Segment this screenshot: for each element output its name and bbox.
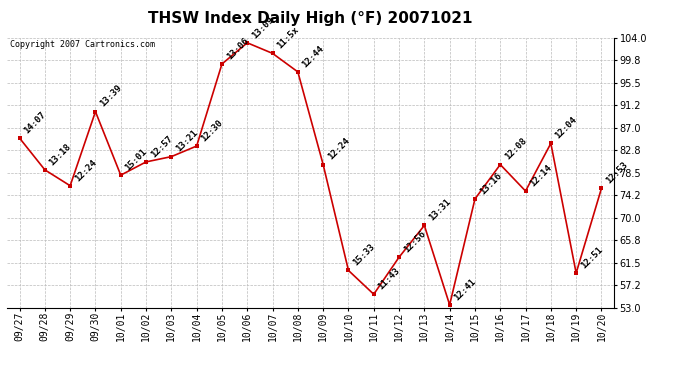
- Text: 11:43: 11:43: [377, 266, 402, 291]
- Text: 13:18: 13:18: [48, 142, 73, 167]
- Text: 12:08: 12:08: [503, 136, 529, 162]
- Text: 15:01: 15:01: [124, 147, 149, 172]
- Text: 12:24: 12:24: [73, 158, 98, 183]
- Text: 11:5x: 11:5x: [275, 25, 301, 51]
- Text: 15:33: 15:33: [351, 242, 377, 268]
- Text: 12:57: 12:57: [149, 134, 174, 159]
- Text: 12:14: 12:14: [529, 163, 553, 188]
- Text: 14:07: 14:07: [22, 110, 48, 135]
- Text: 12:44: 12:44: [301, 44, 326, 69]
- Text: THSW Index Daily High (°F) 20071021: THSW Index Daily High (°F) 20071021: [148, 11, 473, 26]
- Text: 13:39: 13:39: [98, 84, 124, 109]
- Text: 13:09: 13:09: [250, 15, 275, 40]
- Text: 12:53: 12:53: [604, 160, 629, 186]
- Text: 12:30: 12:30: [199, 118, 225, 143]
- Text: 13:06: 13:06: [225, 36, 250, 61]
- Text: 13:21: 13:21: [174, 129, 199, 154]
- Text: 13:31: 13:31: [427, 197, 453, 223]
- Text: 12:51: 12:51: [579, 245, 604, 270]
- Text: 13:16: 13:16: [477, 171, 503, 196]
- Text: 12:24: 12:24: [326, 136, 351, 162]
- Text: 12:41: 12:41: [453, 277, 477, 302]
- Text: 12:56: 12:56: [402, 229, 427, 254]
- Text: 12:04: 12:04: [553, 115, 579, 141]
- Text: Copyright 2007 Cartronics.com: Copyright 2007 Cartronics.com: [10, 40, 155, 49]
